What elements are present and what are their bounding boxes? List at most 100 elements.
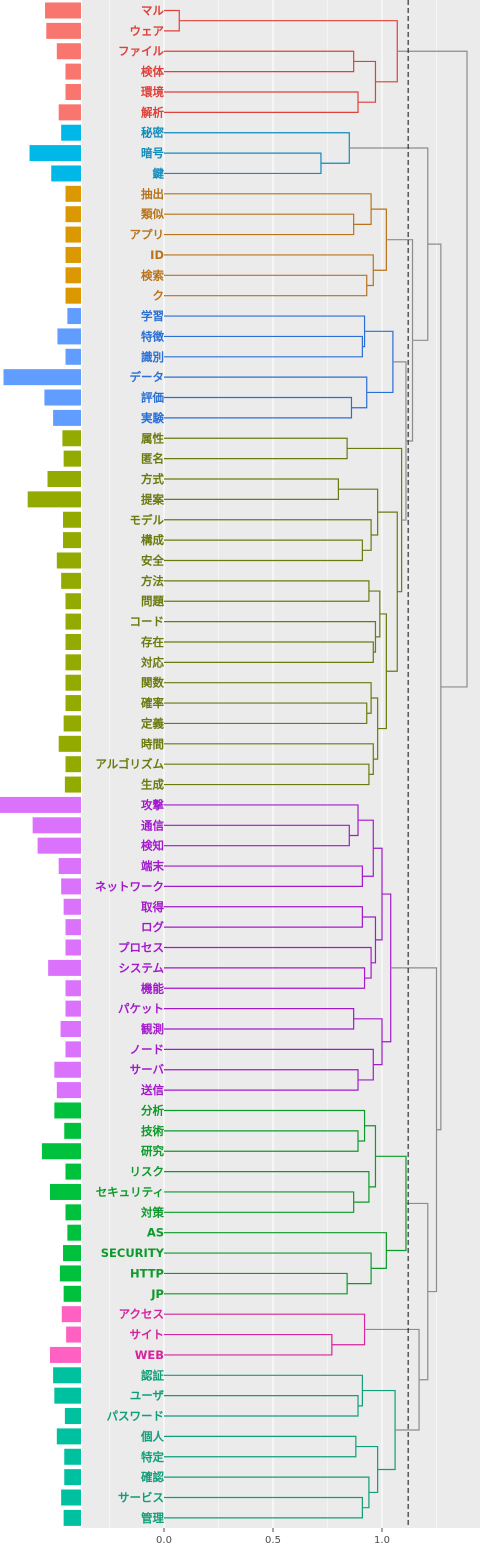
- frequency-bar: [65, 1163, 81, 1180]
- dendrogram-tree: [164, 9, 468, 1519]
- leaf-label: 認証: [141, 1368, 164, 1382]
- leaf-label: 解析: [141, 105, 164, 119]
- leaf-label: ログ: [141, 920, 164, 934]
- leaf-label: 検知: [141, 839, 164, 853]
- frequency-bar: [65, 919, 81, 936]
- frequency-bar: [32, 817, 81, 834]
- frequency-bar: [41, 1143, 81, 1160]
- leaf-label: 観測: [141, 1022, 164, 1036]
- x-axis-ticks: 0.0 0.5 1.0: [156, 1528, 390, 1545]
- leaf-label: 問題: [141, 594, 164, 608]
- frequency-bar: [61, 124, 81, 141]
- frequency-bar: [63, 715, 81, 732]
- frequency-bar: [56, 43, 81, 60]
- frequency-bar: [54, 1102, 81, 1119]
- leaf-label: セキュリティ: [96, 1185, 164, 1199]
- frequency-bar: [59, 1265, 81, 1282]
- x-tick-label: 0.0: [156, 1535, 172, 1545]
- frequency-bar: [46, 22, 81, 39]
- frequency-bar: [64, 1408, 81, 1425]
- leaf-label: 実験: [141, 411, 164, 425]
- frequency-bar: [53, 1367, 81, 1384]
- leaf-label: 攻撃: [141, 798, 164, 812]
- frequency-bar: [61, 572, 81, 589]
- frequency-bar: [65, 287, 81, 304]
- frequency-bar: [64, 1122, 81, 1139]
- frequency-bar: [65, 939, 81, 956]
- leaf-label: 通信: [141, 818, 164, 832]
- leaf-label: 研究: [141, 1144, 164, 1158]
- frequency-bar: [63, 1285, 81, 1302]
- leaf-label: サービス: [118, 1491, 164, 1505]
- leaf-label: 生成: [141, 778, 164, 792]
- leaf-label: WEB: [135, 1348, 164, 1362]
- frequency-bar: [37, 837, 81, 854]
- frequency-bar: [63, 532, 81, 549]
- leaf-label: 個人: [140, 1429, 164, 1443]
- leaf-label: 対策: [140, 1205, 164, 1219]
- leaf-label: ファイル: [118, 44, 164, 58]
- leaf-label: ノード: [130, 1042, 165, 1056]
- leaf-label: 確認: [141, 1470, 164, 1484]
- frequency-bar: [56, 1082, 81, 1099]
- frequency-bar: [56, 552, 81, 569]
- frequency-bar: [65, 756, 81, 773]
- frequency-bar: [65, 695, 81, 712]
- leaf-label: 取得: [141, 900, 164, 914]
- leaf-label: ク: [153, 289, 165, 303]
- frequency-bar: [65, 654, 81, 671]
- leaf-label: 端末: [141, 859, 164, 873]
- leaf-label: 方式: [141, 472, 164, 486]
- frequency-bar: [61, 1306, 81, 1323]
- leaf-label: 類似: [140, 207, 164, 221]
- leaf-label: 管理: [141, 1511, 164, 1525]
- leaf-label: パケット: [118, 1002, 164, 1016]
- leaf-label: サイト: [130, 1328, 165, 1342]
- leaf-label: システム: [118, 961, 164, 975]
- frequency-bar: [64, 1469, 81, 1486]
- frequency-bar: [64, 1448, 81, 1465]
- leaf-label: 安全: [141, 553, 164, 567]
- leaf-label: パスワード: [107, 1409, 165, 1423]
- frequency-bar: [53, 409, 81, 426]
- frequency-bar: [65, 348, 81, 365]
- frequency-bar: [48, 959, 81, 976]
- leaf-label: モデル: [130, 513, 165, 527]
- leaf-label: アプリ: [130, 228, 165, 242]
- leaf-label: 秘密: [141, 126, 164, 140]
- leaf-label: AS: [147, 1226, 164, 1240]
- leaf-label: データ: [130, 370, 165, 384]
- leaf-label: リスク: [130, 1165, 165, 1179]
- frequency-bar: [27, 491, 81, 508]
- frequency-bar: [63, 511, 81, 528]
- leaf-label: 方法: [141, 574, 164, 588]
- frequency-bars: [0, 2, 81, 1526]
- x-tick-label: 1.0: [374, 1535, 390, 1545]
- frequency-bar: [44, 389, 81, 406]
- frequency-bar: [65, 83, 81, 100]
- leaf-label: 暗号: [141, 146, 164, 160]
- leaf-label: 匿名: [141, 452, 164, 466]
- frequency-bar: [65, 980, 81, 997]
- leaf-label: ウェア: [130, 24, 165, 38]
- frequency-bar: [58, 104, 81, 121]
- leaf-label: 分析: [141, 1103, 164, 1117]
- leaf-label: 属性: [141, 431, 164, 445]
- leaf-label: 提案: [141, 492, 164, 506]
- frequency-bar: [65, 246, 81, 263]
- frequency-bar: [3, 369, 81, 386]
- leaf-label: 構成: [141, 533, 164, 547]
- leaf-label: ネットワーク: [95, 879, 164, 893]
- frequency-bar: [63, 450, 81, 467]
- frequency-bar: [65, 633, 81, 650]
- frequency-bar: [63, 1509, 81, 1526]
- frequency-bar: [65, 674, 81, 691]
- leaf-label: 識別: [141, 350, 164, 364]
- frequency-bar: [50, 1346, 81, 1363]
- frequency-bar: [67, 1224, 81, 1241]
- frequency-bar: [45, 2, 81, 19]
- frequency-bar: [63, 898, 81, 915]
- frequency-bar: [58, 735, 81, 752]
